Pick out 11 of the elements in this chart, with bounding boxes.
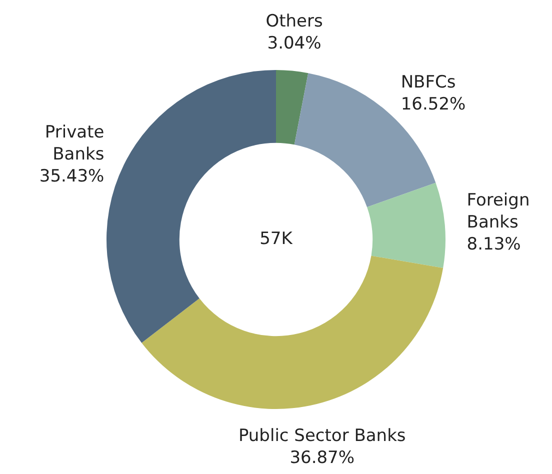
data-label: 16.52%: [400, 94, 466, 115]
slice-label: NBFCs: [400, 72, 456, 93]
data-label: 36.87%: [290, 448, 355, 468]
slice-label: Foreign Banks: [466, 190, 530, 232]
slice-label: Private Banks: [44, 122, 104, 164]
slice-label: Others: [266, 11, 323, 32]
slice-label: Public Sector Banks: [238, 426, 406, 446]
data-label: 3.04%: [267, 33, 322, 54]
text: 57K: [260, 228, 294, 249]
data-label: 35.43%: [39, 166, 104, 186]
data-label: 8.13%: [466, 234, 521, 254]
